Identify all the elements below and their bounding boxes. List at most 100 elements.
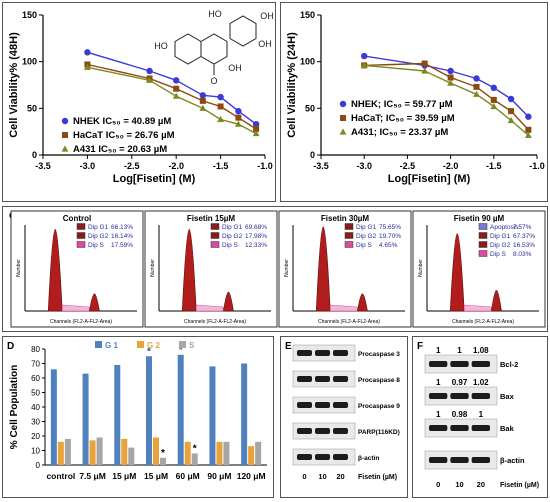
chart-a: 0 50 100 150 -3.5 -3.0 -2.5 -2.0 -1.5 -1.0 Log[Fis…	[8, 9, 274, 185]
fisetin-structure	[174, 15, 257, 75]
blot-band	[315, 428, 330, 434]
bar-s	[96, 437, 103, 465]
blot-band	[450, 393, 469, 399]
legend-label: Dip S	[356, 242, 373, 249]
y-tick-label: 20	[31, 432, 40, 441]
legend-swatch	[95, 341, 102, 348]
band-label: PARP(116KD)	[358, 429, 400, 436]
data-point	[447, 79, 454, 86]
legend-marker	[61, 145, 69, 152]
blot-band	[333, 428, 348, 434]
data-point	[84, 49, 91, 56]
band-label: Procaspase 3	[358, 351, 400, 358]
legend-swatch	[179, 341, 186, 348]
y-axis-label: % Cell Population	[9, 365, 20, 449]
band-ratio: 1	[436, 346, 441, 355]
blot-band	[297, 454, 312, 460]
legend-swatch	[210, 241, 220, 248]
histogram-title: Fisetin 90 µM	[454, 214, 505, 223]
x-tick-label: -1.0	[257, 161, 273, 171]
band-ratio: 1.08	[473, 346, 489, 355]
x-axis-label: Channels (FL2-A-FL2-Area)	[50, 319, 112, 325]
legend-value: 7.57%	[513, 224, 532, 231]
blot-band	[471, 457, 490, 463]
data-point	[173, 85, 180, 92]
band-label: Procaspase 9	[358, 403, 400, 410]
legend-swatch	[76, 241, 86, 248]
blot-f: F Bcl-2 1 1 1.08 Bax 1 0.97 1.02 Bak 1 0.98 1 β-actin…	[417, 341, 539, 489]
panel-d: D 0 10 20 30 40 50 60 70 80 % Cell Population contr…	[2, 336, 274, 498]
panel-c: CControlChannels (FL2-A-FL2-Area)NumberD…	[2, 206, 548, 332]
legend-label: Dip G1	[356, 224, 377, 231]
data-point	[217, 93, 224, 101]
y-tick-label: 150	[300, 10, 315, 20]
blot-band	[450, 425, 469, 431]
lane-axis-label: Fisetin (µM)	[500, 482, 539, 489]
legend-value: 4.65%	[379, 242, 398, 249]
legend-value: 8.03%	[513, 251, 532, 258]
legend-marker	[61, 117, 69, 125]
legend-label: Dip G2	[356, 233, 377, 240]
structure-label: HO	[154, 41, 168, 51]
band-label: β-actin	[358, 455, 379, 462]
blot-band	[333, 376, 348, 382]
legend-value: 17.98%	[245, 233, 267, 240]
data-point	[361, 52, 368, 60]
lane-axis-label: Fisetin (µM)	[358, 474, 397, 481]
s-phase-region	[195, 304, 224, 312]
significance-star: *	[179, 345, 183, 356]
x-tick-label: -1.5	[213, 161, 229, 171]
x-tick-label: -3.5	[313, 161, 329, 171]
legend-label: HaCaT; IC₅₀ = 39.59 µM	[351, 113, 455, 124]
structure-label: OH	[228, 63, 242, 73]
legend-label: Dip G2	[222, 233, 243, 240]
blot-band	[471, 393, 490, 399]
blot-band	[429, 393, 448, 399]
blot-band	[315, 350, 330, 356]
data-point	[473, 90, 480, 97]
data-point	[507, 95, 515, 103]
g2-peak	[223, 291, 234, 312]
chart-b: 0 50 100 150 -3.5 -3.0 -2.5 -2.0 -1.5 -1.0 Log[Fis…	[286, 10, 545, 185]
x-tick-label: -2.5	[124, 161, 140, 171]
y-tick-label: 50	[305, 103, 315, 113]
structure-label: HO	[208, 9, 222, 19]
legend-value: 17.59%	[111, 242, 133, 249]
y-tick-label: 50	[27, 103, 37, 113]
g1-peak	[47, 228, 63, 312]
panel-letter-e: E	[285, 341, 292, 352]
data-point	[447, 67, 454, 75]
legend-swatch	[478, 223, 488, 230]
significance-star: *	[161, 448, 165, 459]
blot-band	[450, 457, 469, 463]
legend-value: 16.14%	[111, 233, 133, 240]
legend-label: Dip S	[88, 242, 105, 249]
x-axis-label: Channels (FL2-A-FL2-Area)	[184, 319, 246, 325]
blot-band	[297, 376, 312, 382]
data-point	[507, 116, 515, 124]
data-point	[199, 92, 207, 99]
legend-swatch	[76, 232, 86, 239]
s-phase-region	[329, 304, 358, 312]
legend-value: 12.33%	[245, 242, 267, 249]
y-tick-label: 70	[31, 360, 40, 369]
bar-g2	[121, 438, 128, 465]
bar-g1	[209, 366, 216, 465]
data-point	[172, 92, 180, 99]
data-point	[217, 103, 224, 110]
legend-value: 67.37%	[513, 233, 535, 240]
lane-label: 10	[318, 472, 326, 481]
ring-b	[229, 15, 257, 47]
blot-band	[471, 361, 490, 367]
blot-band	[315, 376, 330, 382]
band-label: Bak	[500, 424, 515, 433]
y-tick-label: 150	[22, 10, 37, 20]
x-tick-label: -3.5	[35, 161, 51, 171]
histogram-title: Fisetin 30µM	[321, 214, 370, 223]
y-tick-label: 10	[31, 447, 40, 456]
x-axis-label: Log[Fisetin] (M)	[113, 173, 196, 185]
data-point	[217, 115, 224, 123]
y-tick-label: 100	[22, 57, 37, 67]
band-ratio: 1	[479, 410, 484, 419]
legend-swatch	[478, 232, 488, 239]
